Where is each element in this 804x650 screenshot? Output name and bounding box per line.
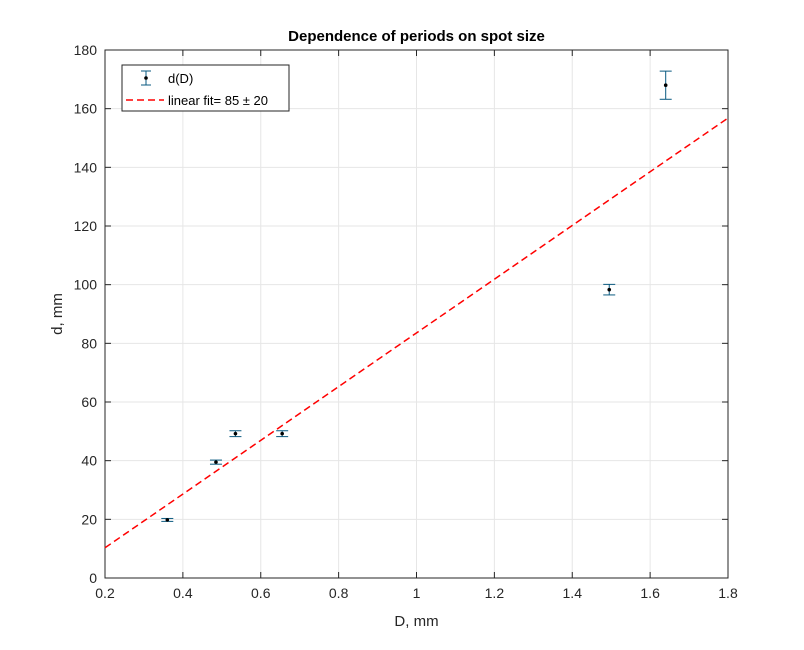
fit-line: [104, 117, 729, 549]
x-tick-label: 0.8: [329, 585, 349, 601]
data-point-0: [161, 517, 174, 522]
x-tick-label: 0.2: [95, 585, 115, 601]
chart-title: Dependence of periods on spot size: [288, 28, 545, 45]
series-layer: [104, 70, 729, 549]
x-ticks: 0.2 0.4 0.6 0.8 1 1.2 1.4 1.6 1.8: [95, 50, 738, 601]
y-tick-label: 160: [74, 101, 98, 117]
x-tick-label: 1.4: [563, 585, 583, 601]
data-marker: [663, 83, 668, 87]
legend-symbol-errorbar: [141, 70, 151, 86]
y-tick-label: 180: [74, 42, 98, 58]
data-point-3: [276, 430, 289, 438]
y-tick-label: 0: [89, 570, 97, 586]
y-ticks: 0 20 40 60 80 100 120 140 160 180: [74, 42, 728, 586]
data-marker: [280, 431, 284, 436]
data-point-4: [603, 283, 616, 296]
x-tick-label: 1.6: [640, 585, 660, 601]
data-marker: [165, 518, 170, 522]
y-tick-label: 120: [74, 218, 98, 234]
data-point-2: [229, 430, 242, 438]
y-tick-label: 40: [81, 453, 97, 469]
x-tick-label: 1.2: [485, 585, 505, 601]
y-axis-label: d, mm: [49, 293, 66, 335]
x-tick-label: 1.8: [718, 585, 738, 601]
y-tick-label: 140: [74, 159, 98, 175]
x-axis-label: D, mm: [394, 613, 438, 630]
data-marker: [233, 431, 238, 436]
legend-marker: [144, 76, 148, 80]
legend: d(D) linear fit= 85 ± 20: [121, 64, 290, 112]
data-point-1: [209, 459, 222, 465]
y-tick-label: 100: [74, 277, 98, 293]
data-marker: [607, 287, 612, 292]
y-tick-label: 60: [81, 394, 97, 410]
x-tick-label: 1: [413, 585, 421, 601]
x-tick-label: 0.4: [173, 585, 193, 601]
x-tick-label: 0.6: [251, 585, 271, 601]
data-marker: [214, 460, 218, 464]
data-point-5: [659, 70, 672, 100]
y-tick-label: 80: [81, 335, 97, 351]
legend-box: [121, 64, 290, 112]
legend-label-fit: linear fit= 85 ± 20: [168, 93, 268, 108]
y-tick-label: 20: [81, 511, 97, 527]
legend-label-data: d(D): [168, 71, 193, 86]
